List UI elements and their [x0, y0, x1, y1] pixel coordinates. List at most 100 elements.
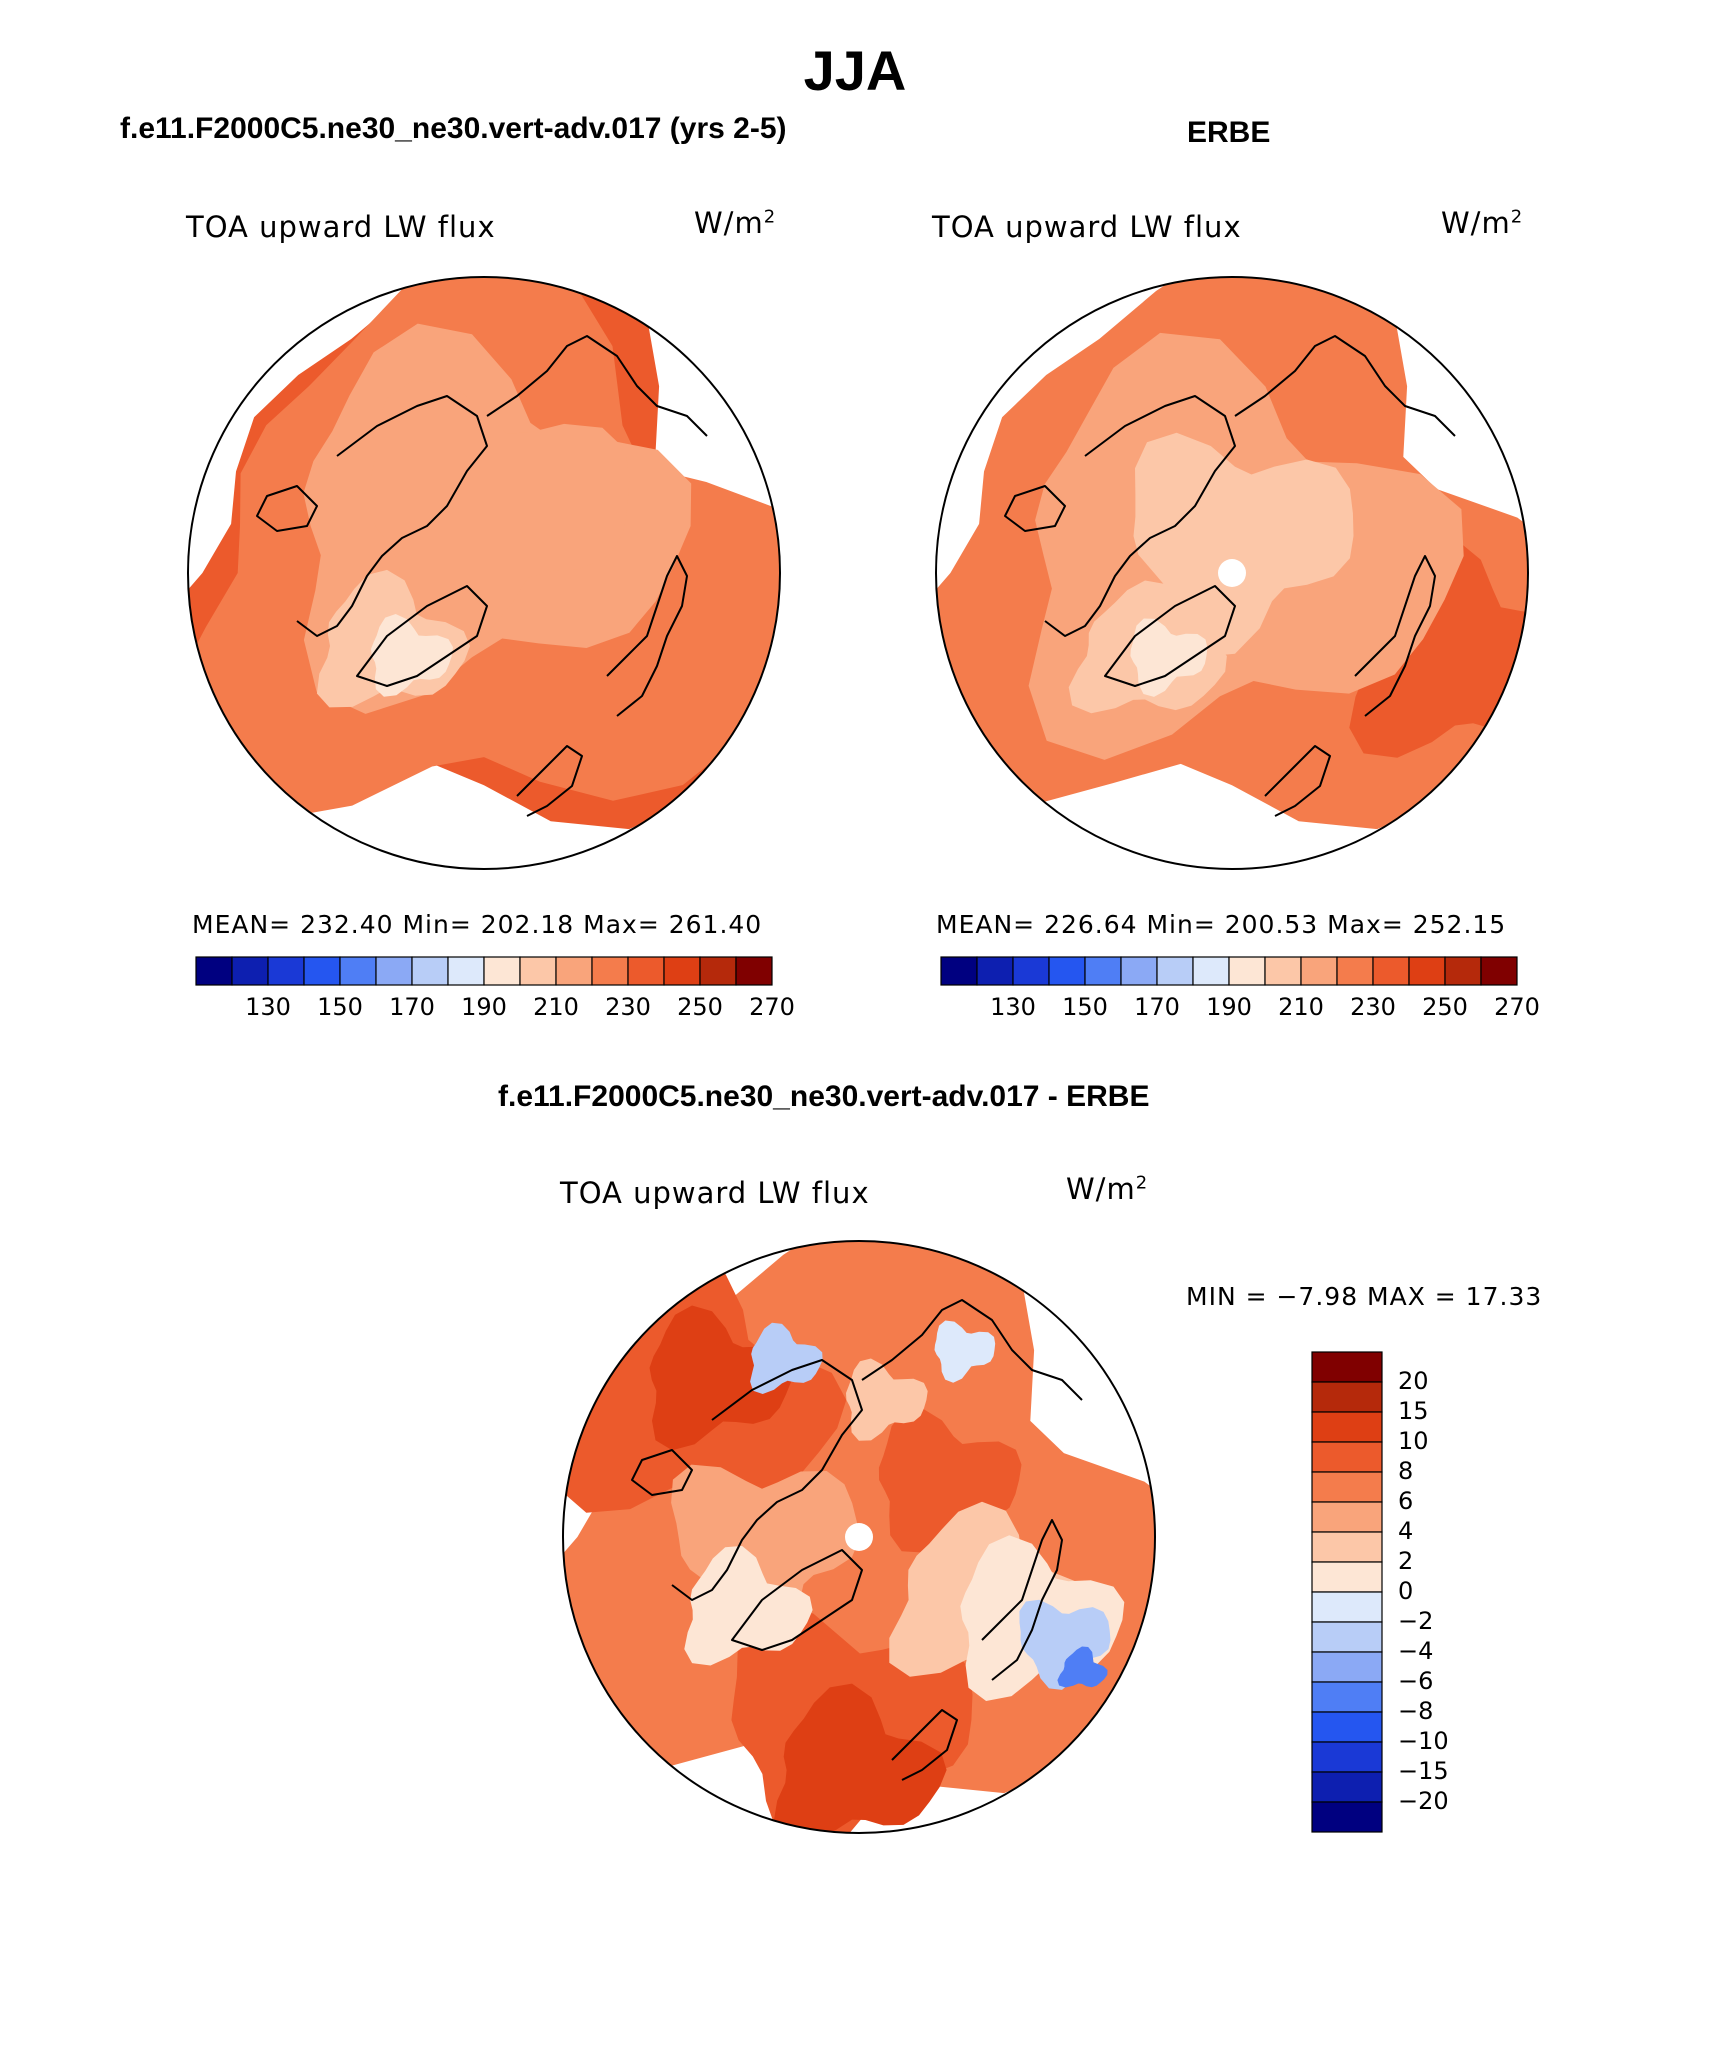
contour-region [1130, 618, 1208, 697]
colorbar-box [1300, 956, 1338, 986]
colorbar-box [1228, 956, 1266, 986]
colorbar-level-label: −8 [1398, 1697, 1434, 1725]
model-colorbar [195, 956, 773, 986]
colorbar-level-label: −10 [1398, 1727, 1449, 1755]
figure-title: JJA [803, 39, 907, 102]
obs-stats: MEAN= 226.64 Min= 200.53 Max= 252.15 [936, 910, 1507, 939]
model-panel-title: f.e11.F2000C5.ne30_ne30.vert-adv.017 (yr… [120, 112, 787, 145]
contour-region [934, 1320, 996, 1383]
colorbar-box [591, 956, 629, 986]
colorbar-level-label: 4 [1398, 1517, 1414, 1545]
contour-region [846, 1358, 928, 1441]
model-units-label: W/m2 [694, 206, 776, 240]
colorbar-box [1444, 956, 1482, 986]
colorbar-box [1311, 1651, 1383, 1683]
colorbar-box [1120, 956, 1158, 986]
coastline [486, 335, 708, 437]
coastline [516, 745, 583, 817]
colorbar-tick-label: 270 [1494, 993, 1540, 1021]
coastline [1004, 485, 1066, 532]
colorbar-box [195, 956, 233, 986]
coastline [256, 485, 318, 532]
diff-panel-title: f.e11.F2000C5.ne30_ne30.vert-adv.017 - E… [498, 1080, 1150, 1113]
colorbar-box [303, 956, 341, 986]
coastline [731, 1549, 863, 1651]
obs-units-label: W/m2 [1441, 206, 1523, 240]
missing-data-pole [845, 1523, 873, 1551]
colorbar-level-label: 0 [1398, 1577, 1414, 1605]
colorbar-box [1012, 956, 1050, 986]
coastline [606, 555, 688, 717]
obs-variable-label: TOA upward LW flux [932, 210, 1242, 244]
colorbar-box [447, 956, 485, 986]
model-polar-map [187, 276, 781, 870]
colorbar-box [1336, 956, 1374, 986]
diff-units-label: W/m2 [1066, 1172, 1148, 1206]
colorbar-tick-label: 150 [1062, 993, 1108, 1021]
colorbar-box [627, 956, 665, 986]
diff-colorbar-levels: 20 15 10 8 6 4 2 0 −2 −4 −6 −8 −10 −15 −20 [1398, 1352, 1518, 1832]
model-colorbar-ticks: 130 150 170 190 210 230 250 270 [196, 993, 795, 1023]
model-variable-label: TOA upward LW flux [186, 210, 496, 244]
coastline [1264, 745, 1331, 817]
colorbar-box [339, 956, 377, 986]
colorbar-box [1264, 956, 1302, 986]
colorbar-box [1311, 1411, 1383, 1443]
colorbar-level-label: −4 [1398, 1637, 1434, 1665]
colorbar-box [231, 956, 269, 986]
colorbar-box [375, 956, 413, 986]
obs-polar-map [935, 276, 1529, 870]
colorbar-box [519, 956, 557, 986]
contour-region [750, 1322, 823, 1394]
contour-region [1019, 1599, 1111, 1690]
colorbar-tick-label: 270 [749, 993, 795, 1021]
colorbar-tick-label: 210 [1278, 993, 1324, 1021]
colorbar-box [1048, 956, 1086, 986]
colorbar-box [1192, 956, 1230, 986]
coastline [891, 1709, 958, 1781]
diff-minmax: MIN = −7.98 MAX = 17.33 [1186, 1282, 1543, 1311]
colorbar-box [1311, 1801, 1383, 1833]
diff-units-base: W/m [1066, 1172, 1136, 1206]
colorbar-box [1311, 1681, 1383, 1713]
colorbar-box [1311, 1501, 1383, 1533]
map-border [187, 276, 781, 870]
coastline [1354, 555, 1436, 717]
colorbar-box [267, 956, 305, 986]
colorbar-box [976, 956, 1014, 986]
colorbar-level-label: 15 [1398, 1397, 1429, 1425]
colorbar-box [699, 956, 737, 986]
colorbar-tick-label: 130 [245, 993, 291, 1021]
colorbar-box [555, 956, 593, 986]
coastline [296, 395, 488, 637]
colorbar-tick-label: 190 [1206, 993, 1252, 1021]
diff-colorbar [1311, 1351, 1383, 1833]
model-units-base: W/m [694, 206, 764, 240]
colorbar-box [1311, 1441, 1383, 1473]
colorbar-tick-label: 210 [533, 993, 579, 1021]
colorbar-box [1372, 956, 1410, 986]
colorbar-tick-label: 130 [990, 993, 1036, 1021]
contour-region [1133, 432, 1354, 657]
colorbar-box [1311, 1351, 1383, 1383]
colorbar-box [1311, 1621, 1383, 1653]
colorbar-box [1084, 956, 1122, 986]
colorbar-level-label: 10 [1398, 1427, 1429, 1455]
coastline [981, 1519, 1063, 1681]
colorbar-tick-label: 170 [1134, 993, 1180, 1021]
colorbar-tick-label: 230 [605, 993, 651, 1021]
colorbar-level-label: 6 [1398, 1487, 1414, 1515]
colorbar-box [940, 956, 978, 986]
contour-region [371, 614, 453, 697]
coastline [861, 1299, 1083, 1401]
colorbar-tick-label: 170 [389, 993, 435, 1021]
colorbar-tick-label: 250 [677, 993, 723, 1021]
diff-polar-map [562, 1240, 1156, 1834]
colorbar-tick-label: 190 [461, 993, 507, 1021]
contour-region [649, 1305, 793, 1451]
obs-panel-title: ERBE [1187, 116, 1271, 149]
coastline [356, 585, 488, 687]
colorbar-box [1311, 1711, 1383, 1743]
obs-units-exp: 2 [1510, 206, 1524, 228]
colorbar-box [1311, 1591, 1383, 1623]
